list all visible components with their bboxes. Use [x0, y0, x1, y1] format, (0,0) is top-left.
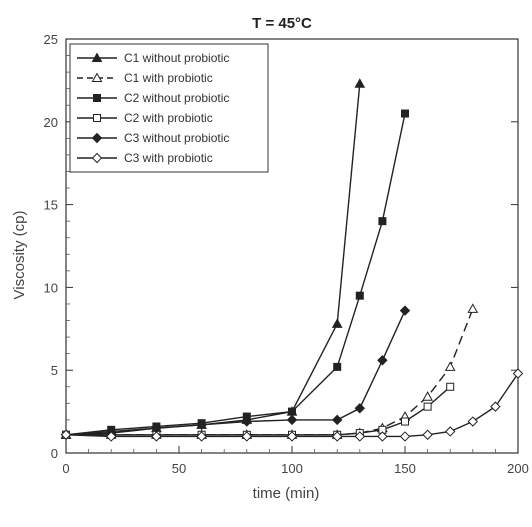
- legend-marker: [91, 52, 103, 62]
- data-point: [444, 426, 456, 437]
- y-tick-label: 5: [51, 363, 58, 378]
- y-tick-label: 20: [44, 115, 58, 130]
- x-tick-label: 150: [394, 461, 416, 476]
- series-layer: [60, 78, 524, 442]
- series-5: [60, 305, 411, 440]
- legend-marker: [93, 114, 101, 122]
- legend-marker: [91, 72, 103, 82]
- y-tick-label: 25: [44, 32, 58, 47]
- data-point: [331, 318, 343, 328]
- legend-marker: [91, 132, 103, 144]
- data-point: [399, 431, 411, 442]
- data-point: [399, 305, 411, 316]
- data-point: [331, 414, 343, 426]
- y-tick-label: 0: [51, 446, 58, 461]
- legend-marker: [93, 94, 101, 102]
- data-point: [333, 362, 342, 371]
- x-axis-title: time (min): [253, 485, 320, 502]
- legend-label: C1 without probiotic: [124, 51, 229, 65]
- data-point: [467, 416, 479, 427]
- legend-label: C3 with probiotic: [124, 151, 213, 165]
- series-line: [65, 113, 406, 436]
- x-tick-label: 200: [507, 461, 529, 476]
- data-point: [241, 431, 253, 442]
- legend-box: [69, 43, 269, 173]
- data-point: [401, 417, 409, 426]
- data-point: [286, 414, 298, 426]
- data-point: [286, 431, 298, 442]
- data-point: [60, 429, 72, 440]
- data-point: [377, 355, 388, 366]
- y-axis-title: Viscosity (cp): [11, 211, 28, 300]
- y-tick-label: 10: [44, 280, 58, 295]
- data-point: [446, 382, 455, 391]
- series-2: [60, 303, 479, 439]
- series-line: [65, 83, 361, 436]
- data-point: [354, 403, 366, 414]
- data-point: [354, 431, 366, 442]
- data-point: [377, 431, 388, 442]
- legend-label: C3 without probiotic: [124, 131, 229, 145]
- x-tick-label: 50: [172, 461, 186, 476]
- data-point: [241, 416, 253, 427]
- data-point: [196, 431, 207, 442]
- data-point: [378, 217, 387, 226]
- data-point: [467, 303, 479, 313]
- x-tick-label: 0: [62, 461, 69, 476]
- data-point: [512, 368, 524, 379]
- data-point: [444, 361, 456, 371]
- data-point: [355, 291, 364, 300]
- data-point: [423, 402, 432, 411]
- legend-label: C1 with probiotic: [124, 71, 213, 85]
- data-point: [288, 407, 296, 416]
- data-point: [490, 401, 501, 412]
- data-point: [151, 431, 162, 442]
- legend-label: C2 with probiotic: [124, 111, 213, 125]
- legend: C1 without probiotic C1 with probiotic C2 …: [69, 43, 269, 173]
- data-point: [196, 419, 207, 431]
- data-point: [422, 391, 433, 401]
- x-axis: 0 50 100 150 200: [62, 446, 529, 476]
- data-point: [354, 78, 366, 88]
- y-axis: 0 5 10 15 20 25: [44, 32, 518, 461]
- series-4: [62, 382, 455, 439]
- data-point: [422, 429, 433, 440]
- data-point: [105, 431, 117, 442]
- series-line: [66, 386, 451, 436]
- y-tick-label: 15: [44, 198, 58, 213]
- data-point: [401, 109, 409, 118]
- series-line: [65, 310, 406, 436]
- chart-title: T = 45°C: [252, 15, 312, 32]
- data-point: [331, 431, 343, 442]
- x-tick-label: 100: [281, 461, 303, 476]
- legend-label: C2 without probiotic: [124, 91, 229, 105]
- legend-marker: [91, 152, 103, 164]
- series-6: [60, 368, 524, 442]
